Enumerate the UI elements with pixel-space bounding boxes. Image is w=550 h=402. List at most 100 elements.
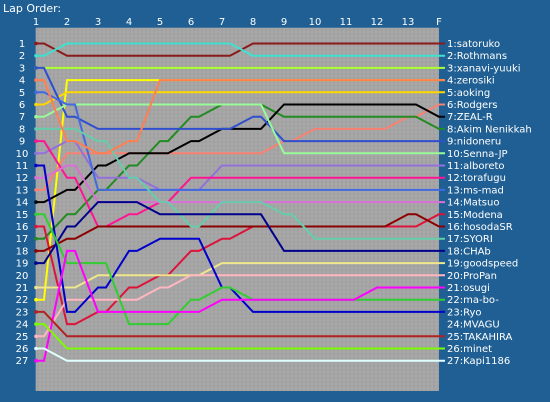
legend-label: 13:ms-mad	[447, 185, 504, 196]
series-line	[36, 213, 445, 252]
y-tick-label: 15	[16, 210, 29, 221]
series-start-point	[34, 212, 38, 217]
series-start-point	[34, 297, 38, 302]
y-tick-label: 14	[16, 198, 29, 209]
y-tick-label: 6	[19, 100, 25, 111]
legend-label: 26:minet	[447, 344, 492, 355]
series-line	[36, 323, 445, 350]
y-tick-label: 1	[19, 39, 25, 50]
y-tick-label: 26	[16, 344, 29, 355]
series-line	[36, 91, 445, 191]
y-tick-label: 22	[16, 295, 29, 306]
series-lines	[34, 41, 445, 363]
series-line	[36, 42, 445, 57]
series-start-point	[34, 139, 38, 143]
series-start-point	[34, 188, 38, 192]
series-line	[36, 347, 445, 362]
y-tick-label: 7	[19, 112, 25, 123]
x-tick-label: 6	[188, 17, 194, 28]
legend-label: 19:goodspeed	[447, 259, 518, 270]
y-tick-label: 17	[16, 234, 29, 245]
series-line	[36, 213, 445, 326]
series-start-point	[34, 200, 38, 204]
series-start-point	[34, 249, 38, 253]
legend-label: 24:MVAGU	[447, 320, 500, 331]
series-start-point	[34, 236, 38, 241]
legend-label: 5:aoking	[447, 88, 490, 99]
x-tick-label: F	[436, 17, 442, 28]
legend-label: 22:ma-bo-	[447, 295, 499, 306]
y-tick-label: 2	[19, 51, 25, 62]
series-start-point	[34, 127, 38, 131]
series-start-point	[34, 151, 38, 156]
series-start-point	[34, 358, 38, 363]
legend-label: 15:Modena	[447, 210, 503, 221]
series-line	[36, 127, 445, 240]
series-start-point	[34, 66, 38, 70]
series-start-point	[34, 310, 38, 314]
x-axis-ticks: 1 2 3 4 5 6 7 8 9 10 11 12 13 F	[33, 17, 442, 28]
series-start-point	[34, 346, 38, 351]
series-start-point	[34, 90, 38, 95]
legend-label: 18:CHAb	[447, 246, 491, 257]
y-tick-label: 10	[16, 149, 29, 160]
series-start-point	[34, 261, 38, 265]
x-tick-label: 9	[281, 17, 287, 28]
series-line	[36, 103, 445, 204]
series-line	[36, 103, 445, 155]
series-start-point	[34, 41, 38, 46]
y-tick-label: 27	[16, 356, 29, 367]
legend-label: 25:TAKAHIRA	[447, 332, 513, 343]
y-tick-label: 11	[16, 161, 29, 172]
legend-label: 16:hosodaSR	[447, 222, 513, 233]
series-start-point	[34, 322, 38, 326]
y-tick-label: 19	[16, 259, 29, 270]
series-line	[36, 310, 445, 338]
legend-label: 27:Kapi1186	[447, 356, 510, 367]
y-tick-label: 24	[16, 320, 29, 331]
legend-label: 2:Rothmans	[447, 51, 507, 62]
y-tick-label: 3	[19, 63, 25, 74]
series-line	[36, 66, 445, 143]
legend-label: 3:xanavi-yuuki	[447, 63, 521, 74]
series-line	[36, 91, 445, 106]
series-line	[36, 201, 445, 265]
legend-label: 10:Senna-JP	[447, 149, 508, 160]
series-start-point	[34, 53, 38, 58]
x-tick-label: 10	[309, 17, 322, 28]
y-tick-label: 23	[16, 307, 29, 318]
series-start-point	[34, 175, 38, 180]
x-tick-label: 8	[250, 17, 256, 28]
legend-label: 12:torafugu	[447, 173, 506, 184]
x-tick-label: 1	[33, 17, 39, 28]
y-tick-label: 8	[19, 124, 25, 135]
legend-label: 9:nidoneru	[447, 137, 501, 148]
legend-label: 6:Rodgers	[447, 100, 498, 111]
y-tick-label: 20	[16, 271, 29, 282]
series-start-point	[34, 114, 38, 119]
y-tick-label: 12	[16, 173, 29, 184]
series-start-point	[34, 102, 38, 107]
legend-label: 11:alboreto	[447, 161, 505, 172]
y-axis-ticks: 1234567891011121314151617181920212223242…	[16, 39, 29, 367]
y-tick-label: 25	[16, 332, 29, 343]
y-tick-label: 5	[19, 88, 25, 99]
x-tick-label: 2	[64, 17, 70, 28]
series-line	[36, 140, 445, 191]
y-tick-label: 4	[19, 76, 25, 87]
legend-label: 1:satoruko	[447, 39, 500, 50]
y-tick-label: 9	[19, 137, 25, 148]
legend-label: 20:ProPan	[447, 271, 497, 282]
series-line	[36, 249, 445, 362]
y-tick-label: 16	[16, 222, 29, 233]
series-start-point	[34, 224, 38, 229]
legend-label: 17:SYORI	[447, 234, 493, 245]
legend-label: 23:Ryo	[447, 307, 482, 318]
series-line	[36, 274, 445, 338]
x-tick-label: 4	[126, 17, 132, 28]
x-tick-label: 3	[95, 17, 101, 28]
x-tick-label: 11	[340, 17, 353, 28]
legend-label: 14:Matsuo	[447, 198, 499, 209]
